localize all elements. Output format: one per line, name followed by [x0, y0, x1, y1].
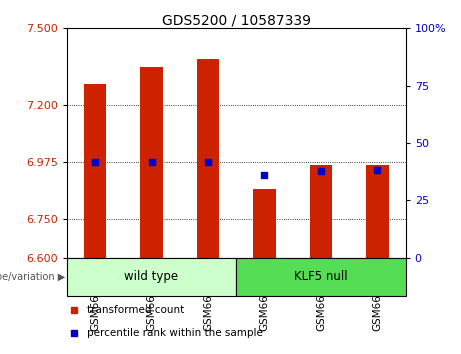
Bar — [366, 165, 389, 258]
Bar — [236, 258, 406, 296]
Bar — [140, 67, 163, 258]
Text: wild type: wild type — [124, 270, 178, 283]
Text: percentile rank within the sample: percentile rank within the sample — [87, 328, 263, 338]
Text: genotype/variation ▶: genotype/variation ▶ — [0, 272, 66, 282]
Text: transformed count: transformed count — [87, 305, 184, 315]
Bar — [197, 59, 219, 258]
Text: KLF5 null: KLF5 null — [294, 270, 348, 283]
Bar — [84, 84, 106, 258]
Title: GDS5200 / 10587339: GDS5200 / 10587339 — [162, 13, 311, 27]
Bar — [67, 258, 236, 296]
Bar — [310, 165, 332, 258]
Bar — [253, 189, 276, 258]
